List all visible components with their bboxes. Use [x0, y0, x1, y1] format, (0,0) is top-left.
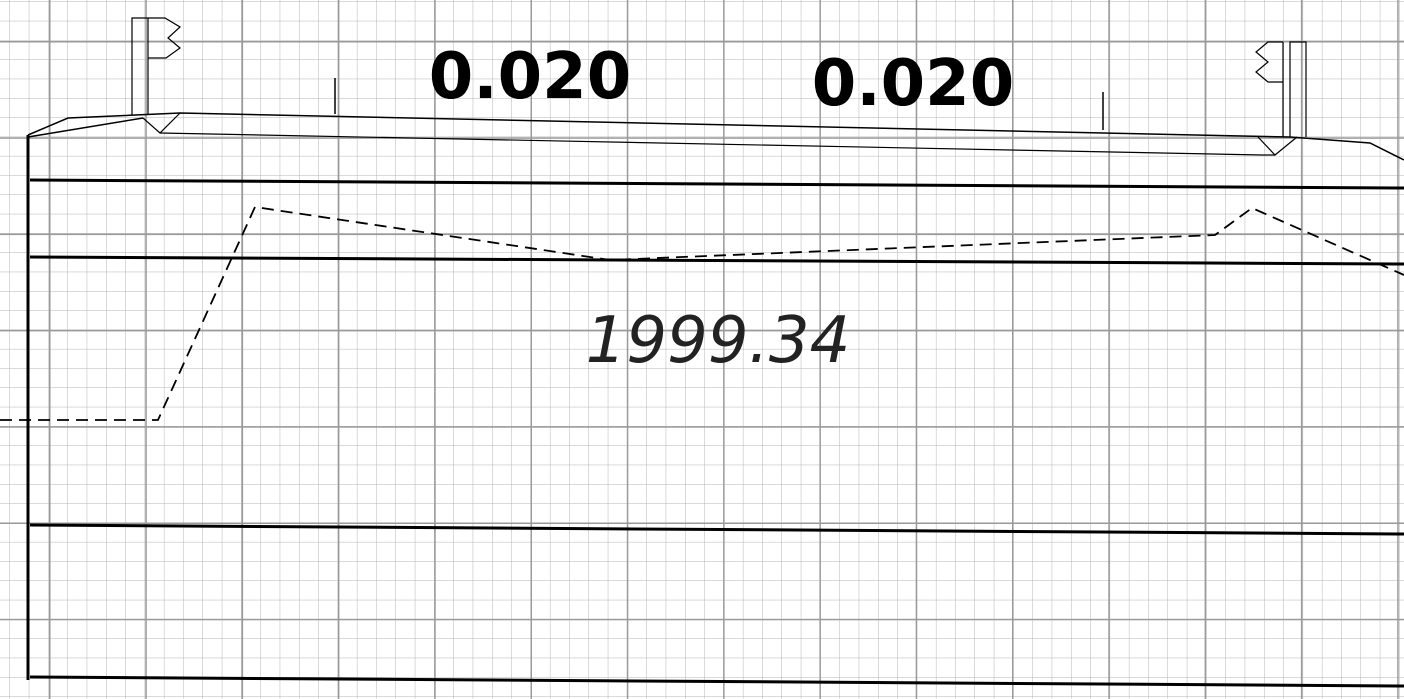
- section-lines: [0, 17, 1404, 688]
- ground-line: [0, 206, 1404, 421]
- right-flag: [1255, 41, 1307, 137]
- band-line: [29, 178, 1404, 190]
- top-profile: [27, 117, 144, 138]
- top-profile: [27, 112, 1404, 161]
- left-flag: [131, 17, 181, 115]
- marker: [1257, 136, 1298, 156]
- slope-label: 0.020: [812, 47, 1014, 121]
- elevation-label: 1999.34: [586, 304, 851, 378]
- inner-profile: [159, 132, 1275, 156]
- marker: [142, 112, 181, 134]
- slope-label: 0.020: [429, 40, 631, 114]
- band-line: [29, 523, 1404, 536]
- band-line: [29, 255, 1404, 266]
- band-line: [29, 675, 1404, 688]
